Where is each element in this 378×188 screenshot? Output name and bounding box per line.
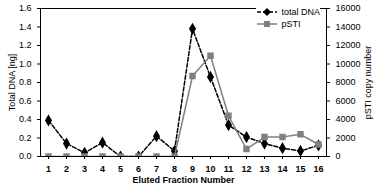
svg-text:1.0: 1.0 bbox=[19, 59, 32, 69]
svg-text:1.4: 1.4 bbox=[19, 22, 32, 32]
svg-text:2000: 2000 bbox=[336, 133, 356, 143]
svg-text:2: 2 bbox=[64, 164, 69, 174]
svg-text:0.0: 0.0 bbox=[19, 151, 32, 161]
svg-text:1.2: 1.2 bbox=[19, 40, 32, 50]
svg-text:8000: 8000 bbox=[336, 77, 356, 87]
svg-text:13: 13 bbox=[259, 164, 269, 174]
svg-text:6000: 6000 bbox=[336, 96, 356, 106]
svg-text:15: 15 bbox=[295, 164, 305, 174]
svg-text:14000: 14000 bbox=[336, 22, 361, 32]
svg-text:10: 10 bbox=[205, 164, 215, 174]
svg-text:4: 4 bbox=[100, 164, 105, 174]
svg-text:1: 1 bbox=[46, 164, 51, 174]
svg-text:9: 9 bbox=[190, 164, 195, 174]
svg-text:0.4: 0.4 bbox=[19, 114, 32, 124]
svg-text:10000: 10000 bbox=[336, 59, 361, 69]
svg-text:5: 5 bbox=[118, 164, 123, 174]
svg-text:8: 8 bbox=[172, 164, 177, 174]
svg-text:0.2: 0.2 bbox=[19, 133, 32, 143]
svg-text:6: 6 bbox=[136, 164, 141, 174]
svg-text:0.6: 0.6 bbox=[19, 96, 32, 106]
svg-text:11: 11 bbox=[224, 164, 234, 174]
svg-text:Total DNA [ng]: Total DNA [ng] bbox=[7, 54, 17, 112]
svg-text:1.6: 1.6 bbox=[19, 3, 32, 13]
svg-text:16000: 16000 bbox=[336, 3, 361, 13]
svg-text:0.8: 0.8 bbox=[19, 77, 32, 87]
svg-text:0: 0 bbox=[336, 151, 341, 161]
svg-text:Eluted Fraction Number: Eluted Fraction Number bbox=[132, 175, 235, 185]
svg-text:12000: 12000 bbox=[336, 40, 361, 50]
html-text:pSTI: pSTI bbox=[281, 19, 301, 29]
html-text:total DNA: total DNA bbox=[281, 7, 320, 17]
svg-text:3: 3 bbox=[82, 164, 87, 174]
svg-text:7: 7 bbox=[154, 164, 159, 174]
svg-text:12: 12 bbox=[241, 164, 251, 174]
svg-text:pSTI copy number: pSTI copy number bbox=[363, 46, 373, 120]
svg-text:14: 14 bbox=[277, 164, 287, 174]
svg-text:16: 16 bbox=[313, 164, 323, 174]
svg-text:4000: 4000 bbox=[336, 114, 356, 124]
